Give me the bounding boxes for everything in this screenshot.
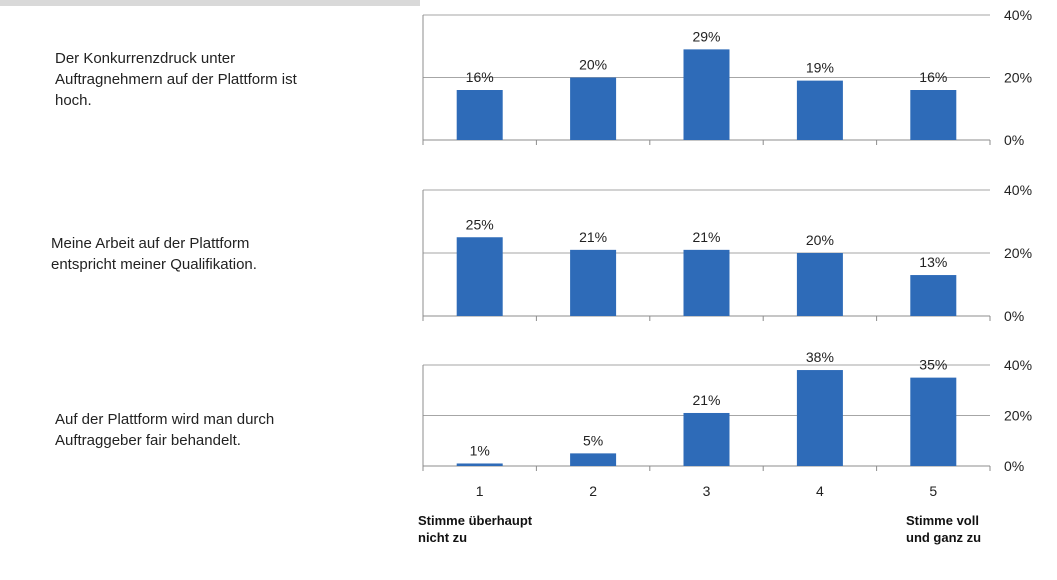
- bar-value-label: 16%: [919, 69, 947, 85]
- y-tick-label: 0%: [1004, 308, 1024, 324]
- bar-4: [796, 370, 843, 466]
- scale-left-line-2: nicht zu: [418, 530, 468, 545]
- chart-panel-3: 0% 20% 40% 1% 5% 21% 38% 35%: [422, 349, 1032, 474]
- x-tick-label-3: 3: [703, 483, 711, 499]
- bar-2: [570, 249, 617, 316]
- y-tick-label: 40%: [1004, 182, 1032, 198]
- bar-value-label: 20%: [579, 57, 607, 73]
- chart-panel-1: 0% 20% 40% 16% 20% 29% 19% 16%: [422, 7, 1032, 148]
- question-2-line-1: Meine Arbeit auf der Plattform: [51, 235, 250, 252]
- question-label-2: Meine Arbeit auf der Plattform entsprich…: [51, 233, 257, 275]
- question-label-1: Der Konkurrenzdruck unter Auftragnehmern…: [55, 48, 297, 111]
- x-tick-label-1: 1: [476, 483, 484, 499]
- y-tick-label: 20%: [1004, 408, 1032, 424]
- y-tick-label: 0%: [1004, 132, 1024, 148]
- scale-right-label: Stimme voll und ganz zu: [906, 512, 981, 546]
- question-1-line-2: Auftragnehmern auf der Plattform ist: [55, 71, 297, 88]
- bar-value-label: 16%: [466, 69, 494, 85]
- question-label-3: Auf der Plattform wird man durch Auftrag…: [55, 409, 274, 451]
- scale-right-line-1: Stimme voll: [906, 513, 979, 528]
- bar-value-label: 38%: [806, 349, 834, 365]
- x-tick-label-4: 4: [816, 483, 824, 499]
- bar-value-label: 21%: [579, 229, 607, 245]
- scale-right-line-2: und ganz zu: [906, 530, 982, 545]
- bar-value-label: 1%: [470, 442, 490, 458]
- question-2-line-2: entspricht meiner Qualifikation.: [51, 256, 257, 273]
- bar-1: [456, 237, 503, 316]
- x-tick-label-2: 2: [589, 483, 597, 499]
- y-tick-label: 40%: [1004, 357, 1032, 373]
- bar-3: [683, 249, 730, 316]
- bar-value-label: 21%: [692, 229, 720, 245]
- x-tick-label-5: 5: [929, 483, 937, 499]
- bar-value-label: 35%: [919, 357, 947, 373]
- bar-1: [456, 90, 503, 140]
- bar-3: [683, 412, 730, 466]
- question-3-line-2: Auftraggeber fair behandelt.: [55, 432, 241, 449]
- bar-1: [456, 463, 503, 466]
- question-1-line-3: hoch.: [55, 92, 92, 109]
- y-tick-label: 0%: [1004, 458, 1024, 474]
- bar-2: [570, 453, 617, 466]
- question-1-line-1: Der Konkurrenzdruck unter: [55, 50, 236, 67]
- cropped-header-strip: [0, 0, 420, 6]
- bar-value-label: 5%: [583, 432, 603, 448]
- chart-panel-2: 0% 20% 40% 25% 21% 21% 20% 13%: [422, 182, 1032, 324]
- y-tick-label: 40%: [1004, 7, 1032, 23]
- bar-5: [910, 90, 957, 140]
- bar-5: [910, 275, 957, 316]
- bar-3: [683, 49, 730, 140]
- bar-value-label: 29%: [692, 28, 720, 44]
- y-tick-label: 20%: [1004, 70, 1032, 86]
- bar-4: [796, 80, 843, 140]
- bar-value-label: 21%: [692, 392, 720, 408]
- question-3-line-1: Auf der Plattform wird man durch: [55, 411, 275, 428]
- bar-2: [570, 77, 617, 140]
- bar-value-label: 13%: [919, 254, 947, 270]
- scale-left-label: Stimme überhaupt nicht zu: [418, 512, 532, 546]
- bar-value-label: 19%: [806, 60, 834, 76]
- bar-value-label: 25%: [466, 216, 494, 232]
- y-tick-label: 20%: [1004, 245, 1032, 261]
- bar-4: [796, 253, 843, 316]
- bar-value-label: 20%: [806, 232, 834, 248]
- scale-left-line-1: Stimme überhaupt: [418, 513, 533, 528]
- bar-5: [910, 377, 957, 466]
